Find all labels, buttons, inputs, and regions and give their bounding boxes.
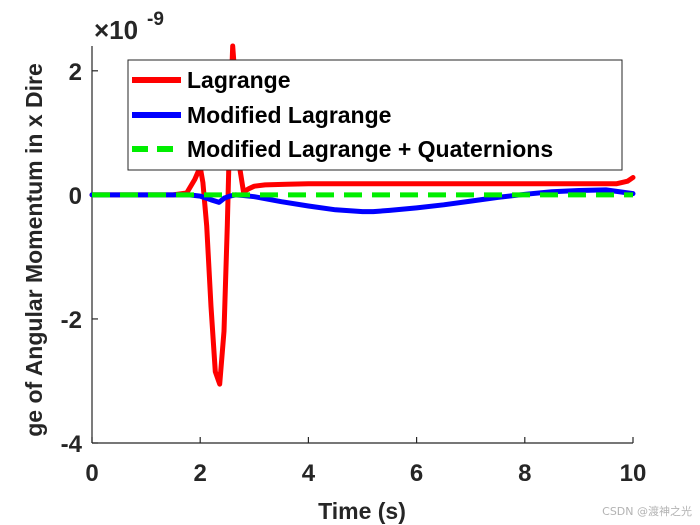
y-tick-label: 2 <box>69 59 82 86</box>
x-ticks: 0 2 4 6 8 10 <box>85 437 646 487</box>
legend-label-quaternions: Modified Lagrange + Quaternions <box>187 136 553 162</box>
y-multiplier-base: ×10 <box>94 15 138 45</box>
y-ticks: -4 -2 0 2 <box>61 59 98 458</box>
x-axis-title: Time (s) <box>318 498 406 524</box>
legend-label-modified-lagrange: Modified Lagrange <box>187 102 391 128</box>
x-tick-label: 8 <box>518 460 531 487</box>
x-tick-label: 2 <box>194 460 207 487</box>
y-axis-title: ge of Angular Momentum in x Dire <box>21 63 47 437</box>
legend: Lagrange Modified Lagrange Modified Lagr… <box>127 59 623 171</box>
x-tick-label: 0 <box>85 460 98 487</box>
x-tick-label: 10 <box>620 460 647 487</box>
y-multiplier: ×10 -9 <box>94 9 164 45</box>
watermark: CSDN @渡神之光 <box>602 505 692 518</box>
y-multiplier-exponent: -9 <box>147 9 164 30</box>
y-tick-label: -4 <box>61 431 83 458</box>
y-tick-label: 0 <box>69 183 82 210</box>
y-tick-label: -2 <box>61 307 82 334</box>
axes <box>91 46 633 444</box>
legend-label-lagrange: Lagrange <box>187 67 291 93</box>
x-tick-label: 6 <box>410 460 423 487</box>
x-tick-label: 4 <box>302 460 316 487</box>
legend-box <box>127 59 623 171</box>
